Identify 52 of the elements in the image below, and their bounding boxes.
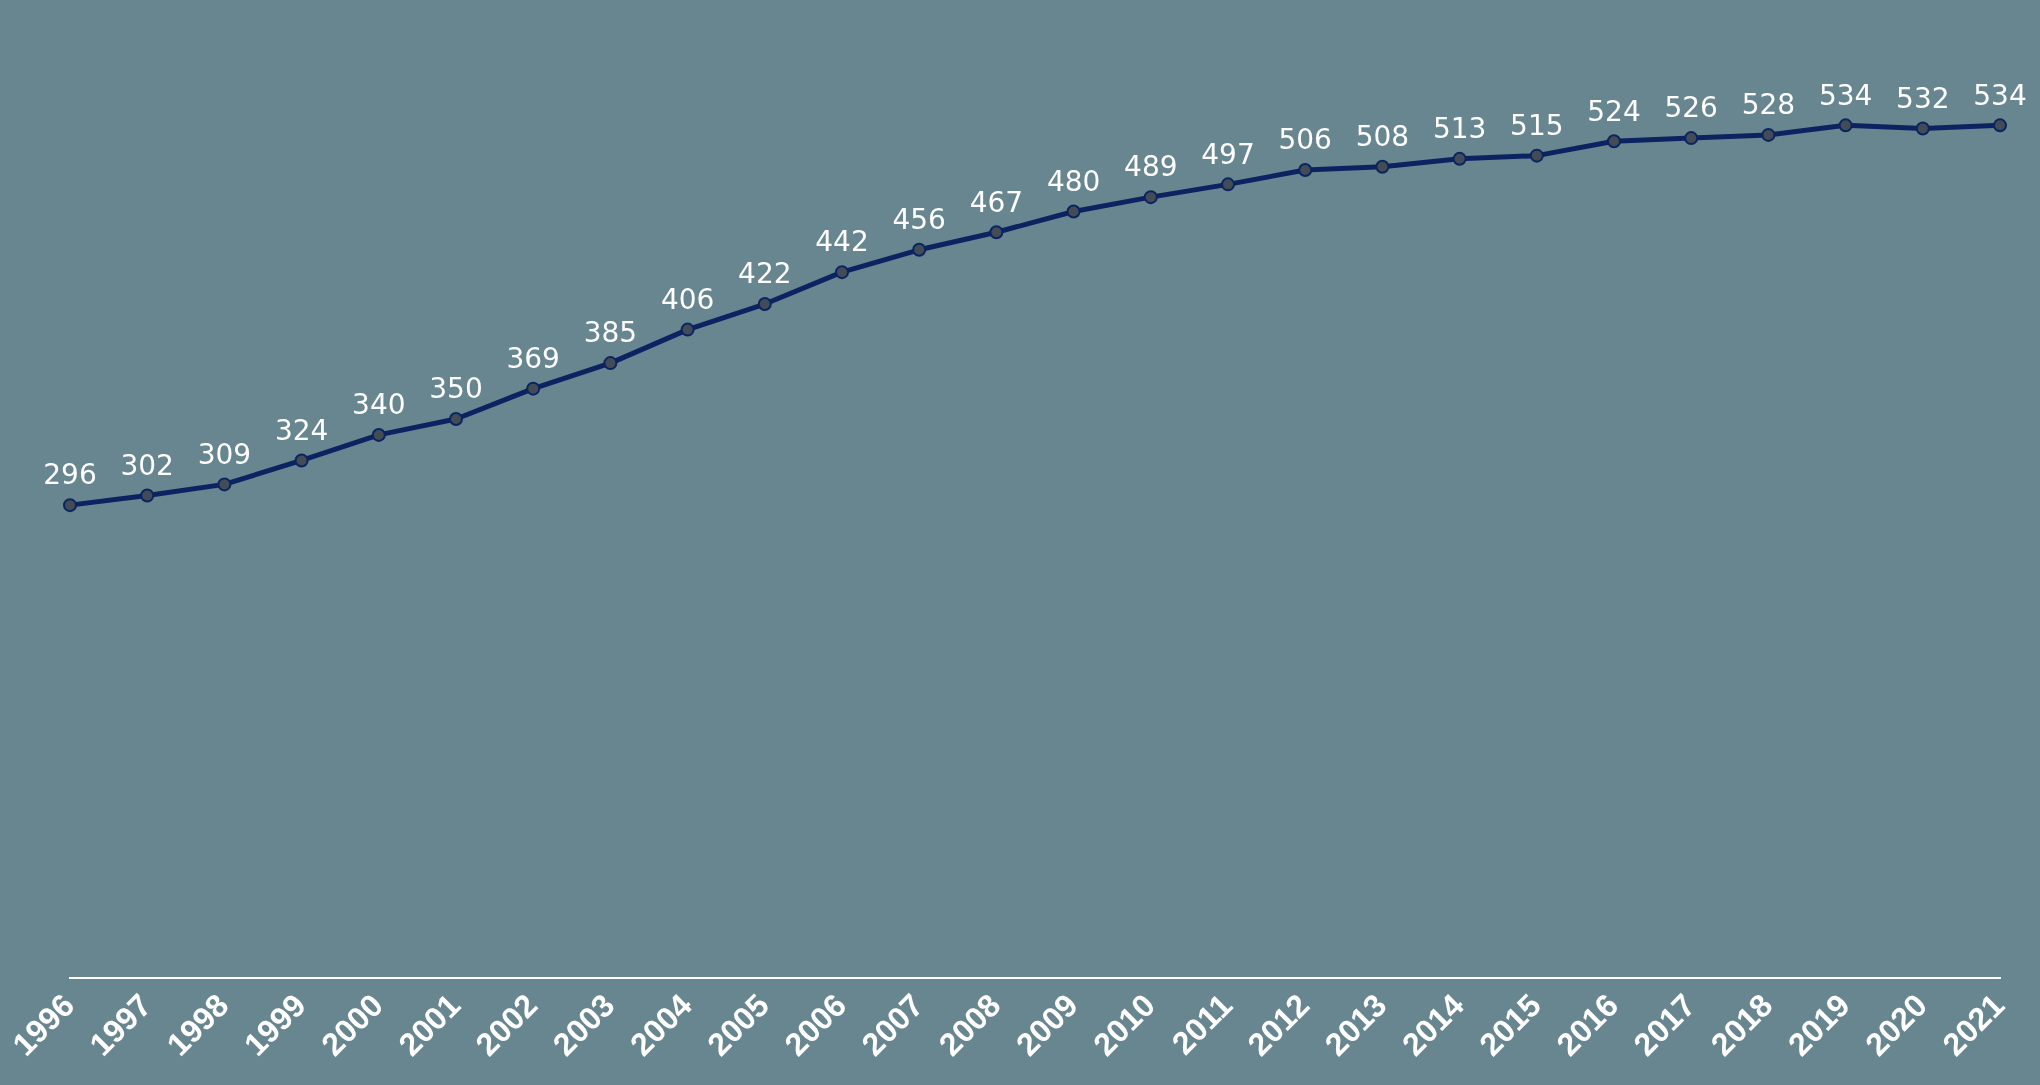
point bbox=[449, 411, 463, 426]
point bbox=[1915, 121, 1930, 136]
data-label: 296 bbox=[43, 458, 97, 492]
point bbox=[140, 488, 155, 503]
data-label: 515 bbox=[1510, 108, 1564, 142]
data-label: 302 bbox=[120, 448, 174, 482]
data-label: 456 bbox=[892, 203, 946, 237]
data-label: 422 bbox=[738, 257, 792, 291]
point bbox=[680, 322, 695, 337]
point bbox=[1529, 148, 1544, 163]
data-label: 309 bbox=[197, 437, 252, 471]
data-label: 442 bbox=[815, 225, 869, 259]
data-label: 497 bbox=[1201, 137, 1255, 171]
data-label: 532 bbox=[1896, 81, 1950, 115]
point bbox=[989, 225, 1004, 240]
data-label: 524 bbox=[1587, 94, 1641, 128]
data-label: 369 bbox=[506, 341, 560, 375]
point bbox=[1298, 163, 1313, 178]
point bbox=[371, 427, 386, 442]
data-label: 508 bbox=[1355, 120, 1410, 154]
data-label: 340 bbox=[352, 388, 406, 422]
point bbox=[1221, 177, 1235, 192]
point bbox=[63, 498, 77, 513]
point bbox=[757, 297, 772, 312]
data-label: 534 bbox=[1818, 78, 1873, 112]
point bbox=[217, 477, 232, 492]
point bbox=[1684, 131, 1699, 146]
point bbox=[1375, 159, 1390, 174]
data-label: 324 bbox=[274, 413, 329, 447]
data-label: 480 bbox=[1046, 164, 1101, 198]
data-label: 467 bbox=[969, 185, 1024, 219]
point bbox=[1607, 134, 1621, 149]
point bbox=[835, 265, 849, 280]
point bbox=[1452, 151, 1467, 166]
point bbox=[526, 381, 541, 396]
data-label: 406 bbox=[660, 282, 715, 316]
point bbox=[1066, 204, 1081, 219]
data-label: 489 bbox=[1124, 150, 1178, 184]
data-label: 506 bbox=[1278, 123, 1332, 157]
point bbox=[1143, 190, 1158, 205]
point bbox=[1993, 118, 2007, 133]
data-label: 513 bbox=[1432, 112, 1487, 146]
point bbox=[1761, 127, 1776, 142]
data-label: 528 bbox=[1741, 88, 1796, 122]
point bbox=[1838, 118, 1853, 133]
data-label: 350 bbox=[429, 372, 483, 406]
point bbox=[603, 356, 618, 371]
data-label: 534 bbox=[1973, 78, 2027, 112]
data-label: 526 bbox=[1664, 91, 1718, 125]
data-label: 385 bbox=[583, 316, 638, 350]
point bbox=[294, 453, 309, 468]
point bbox=[912, 242, 927, 257]
